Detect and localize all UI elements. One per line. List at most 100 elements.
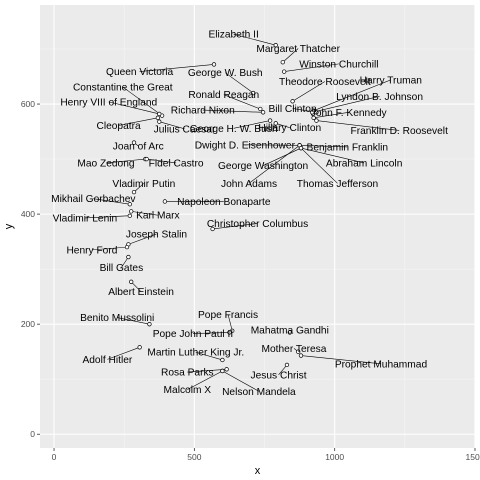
connector-adolf-hitler [107, 347, 140, 360]
connector-mikhail-gorbachev [93, 198, 130, 205]
label-vladimir-putin: Vladimir Putin [112, 179, 175, 190]
connector-lyndon-b-johnson [312, 96, 380, 113]
label-joan-of-arc: Joan of Arc [113, 141, 164, 152]
point-labels: Elizabeth II Margaret Thatcher Winston Chu… [51, 30, 448, 398]
label-mao-zedong: Mao Zedong [77, 158, 135, 169]
point-adolf-hitler [137, 345, 142, 350]
connector-george-washington [262, 147, 302, 166]
y-tick-label: 0 [30, 429, 35, 439]
y-tick-label: 600 [21, 99, 35, 109]
point-lyndon-b-johnson [310, 110, 315, 115]
label-napoleon-bonaparte: Napoleon Bonaparte [177, 197, 271, 208]
connector-benjamin-franklin [299, 145, 348, 148]
connector-martin-luther-king-jr [195, 351, 223, 361]
connector-richard-nixon [202, 109, 264, 113]
label-george-washington: George Washington [218, 161, 308, 172]
connector-theodore-roosevelt [292, 81, 326, 102]
connector-thomas-jefferson [300, 147, 338, 184]
connector-prophet-muhammad [300, 355, 382, 365]
label-cleopatra: Cleopatra [96, 121, 141, 132]
label-mikhail-gorbachev: Mikhail Gorbachev [51, 194, 136, 205]
point-richard-nixon [260, 110, 266, 115]
label-connectors [84, 33, 400, 392]
connector-henry-viii-of-england [108, 101, 160, 115]
label-winston-churchill: Winston Churchill [299, 59, 378, 70]
point-john-f-kennedy [311, 115, 316, 120]
label-fidel-castro: Fidel Castro [149, 158, 204, 169]
point-nelson-mandela [220, 368, 225, 374]
connector-pope-francis [227, 314, 233, 331]
label-abraham-lincoln: Abraham Lincoln [326, 158, 402, 169]
label-mahatma-gandhi: Mahatma Gandhi [251, 326, 329, 337]
label-adolf-hitler: Adolf Hitler [82, 355, 132, 366]
label-henry-ford: Henry Ford [66, 245, 117, 256]
x-tick-label: 1000 [325, 452, 344, 462]
connector-julius-caesar [159, 121, 185, 130]
label-julius-caesar: Julius Caesar [154, 124, 216, 135]
connector-albert-einstein [130, 281, 142, 292]
connector-henry-ford [91, 246, 128, 251]
point-vladimir-putin [131, 189, 137, 195]
label-harry-truman: Harry Truman [360, 75, 422, 86]
connector-karl-marx [131, 211, 158, 216]
point-pope-john-paul-ii [227, 330, 232, 335]
connector-queen-victoria [139, 64, 215, 72]
connector-vladimir-lenin [84, 215, 130, 219]
connector-rosa-parks [187, 369, 227, 373]
y-axis-title: y [3, 223, 15, 229]
point-george-h-w-bush [267, 118, 273, 123]
point-henry-viii-of-england [157, 111, 162, 117]
point-karl-marx [129, 209, 134, 214]
point-thomas-jefferson [298, 145, 304, 151]
point-vladimir-lenin [127, 213, 132, 218]
connector-dwight-d-eisenhower [244, 144, 300, 146]
label-john-adams: John Adams [221, 179, 277, 190]
point-bill-gates [126, 254, 131, 260]
label-lyndon-b-johnson: Lyndon B. Johnson [336, 92, 423, 103]
point-jesus-christ [284, 362, 290, 368]
label-prophet-muhammad: Prophet Muhammad [335, 359, 428, 370]
connector-john-f-kennedy [313, 112, 349, 119]
connector-benito-mussolini [117, 317, 150, 325]
label-theodore-roosevelt: Theodore Roosevelt [279, 77, 371, 88]
point-rosa-parks [224, 367, 229, 372]
label-jesus-christ: Jesus Christ [251, 370, 307, 381]
label-hillary-clinton: Hillary Clinton [258, 123, 321, 134]
label-joseph-stalin: Joseph Stalin [126, 229, 187, 240]
point-albert-einstein [129, 279, 134, 284]
connector-ronald-reagan [223, 94, 261, 110]
connector-cleopatra [118, 117, 158, 126]
label-thomas-jefferson: Thomas Jefferson [297, 179, 378, 190]
connector-jesus-christ [278, 364, 288, 376]
connector-george-w-bush [225, 72, 254, 94]
x-axis-title: x [255, 465, 261, 477]
connector-margaret-thatcher [282, 48, 299, 63]
point-fidel-castro [144, 156, 149, 162]
connector-constantine-the-great [122, 86, 163, 116]
point-napoleon-bonaparte [162, 199, 168, 204]
connector-nelson-mandela [222, 370, 260, 392]
y-tick-label: 400 [21, 209, 35, 219]
label-malcolm-x: Malcolm X [164, 385, 212, 396]
gridlines [40, 5, 476, 448]
connector-hillary-clinton [275, 123, 290, 129]
label-franklin-d-roosevelt: Franklin D. Roosevelt [351, 126, 449, 137]
connector-joseph-stalin [128, 233, 157, 245]
connector-harry-truman [313, 79, 391, 111]
point-cleopatra [155, 115, 161, 120]
y-tick-label: 200 [21, 319, 35, 329]
label-henry-viii-of-england: Henry VIII of England [60, 97, 157, 108]
label-ronald-reagan: Ronald Reagan [188, 90, 259, 101]
label-dwight-d-eisenhower: Dwight D. Eisenhower [195, 140, 296, 151]
label-martin-luther-king-jr: Martin Luther King Jr. [147, 348, 244, 359]
label-pope-francis: Pope Francis [198, 310, 258, 321]
point-mahatma-gandhi [287, 330, 292, 335]
connector-franklin-d-roosevelt [316, 120, 400, 131]
label-constantine-the-great: Constantine the Great [73, 82, 173, 93]
point-franklin-d-roosevelt [314, 118, 319, 123]
label-margaret-thatcher: Margaret Thatcher [256, 44, 340, 55]
point-bill-clinton [314, 110, 319, 115]
label-mother-teresa: Mother Teresa [262, 344, 327, 355]
